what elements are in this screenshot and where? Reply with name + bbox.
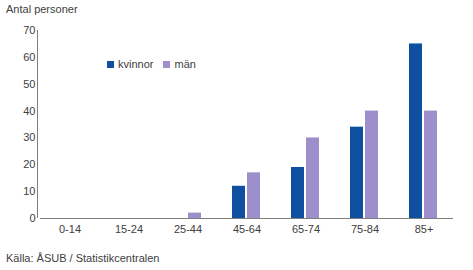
- svg-text:15-24: 15-24: [115, 223, 143, 235]
- svg-text:10: 10: [23, 185, 35, 197]
- svg-text:0: 0: [29, 212, 35, 224]
- html-text:Antal personer: Antal personer: [6, 3, 78, 15]
- svg-text:20: 20: [23, 158, 35, 170]
- html-text:kvinnor: kvinnor: [118, 58, 154, 70]
- svg-text:40: 40: [23, 105, 35, 117]
- svg-text:45-64: 45-64: [233, 223, 261, 235]
- svg-text:30: 30: [23, 131, 35, 143]
- svg-text:60: 60: [23, 51, 35, 63]
- html-text:män: män: [174, 58, 196, 70]
- svg-text:50: 50: [23, 78, 35, 90]
- svg-text:85+: 85+: [415, 223, 434, 235]
- svg-text:0-14: 0-14: [59, 223, 81, 235]
- svg-text:65-74: 65-74: [292, 223, 320, 235]
- svg-text:25-44: 25-44: [174, 223, 202, 235]
- svg-text:70: 70: [23, 24, 35, 36]
- html-text:Källa: ÅSUB / Statistikcentral: Källa: ÅSUB / Statistikcentralen: [6, 252, 160, 264]
- svg-text:75-84: 75-84: [351, 223, 379, 235]
